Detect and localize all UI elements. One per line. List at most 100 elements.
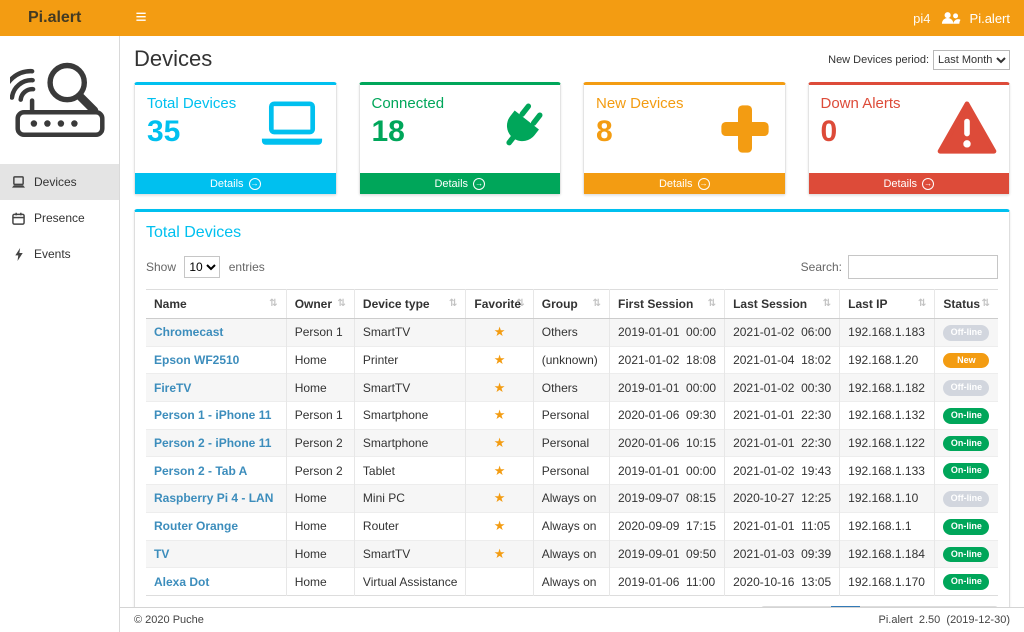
device-owner: Person 2 bbox=[285, 456, 355, 485]
sort-icon: ⇅ bbox=[822, 298, 832, 309]
period-select[interactable]: Last Month bbox=[933, 50, 1010, 70]
panel-title: Total Devices bbox=[146, 224, 242, 241]
device-row: Epson WF2510 Home Printer ★ (unknown) 20… bbox=[146, 345, 998, 374]
device-group: Others bbox=[532, 318, 610, 347]
last-session: 2021-01-02 00:30 bbox=[724, 373, 840, 402]
column-label: Device type bbox=[362, 297, 430, 311]
status-cell: On-line bbox=[934, 456, 998, 485]
device-name-link[interactable]: Router Orange bbox=[146, 511, 287, 540]
column-header-device-type[interactable]: ⇅ Device type bbox=[353, 289, 466, 319]
sort-icon: ⇅ bbox=[337, 298, 346, 309]
column-header-group[interactable]: ⇅ Group bbox=[532, 289, 610, 319]
details-button-total-devices[interactable]: Details → bbox=[135, 173, 336, 194]
sidebar-item-label: Events bbox=[34, 247, 71, 261]
last-ip: 192.168.1.183 bbox=[839, 318, 935, 347]
status-cell: On-line bbox=[934, 511, 998, 540]
sort-icon: ⇅ bbox=[981, 298, 990, 309]
laptop-icon bbox=[11, 175, 26, 189]
period-label: New Devices period: bbox=[828, 54, 929, 66]
search-label: Search: bbox=[800, 260, 842, 274]
arrow-circle-icon: → bbox=[697, 177, 710, 190]
status-cell: On-line bbox=[934, 428, 998, 457]
device-name-link[interactable]: Person 2 - Tab A bbox=[146, 456, 287, 485]
card-value: 0 bbox=[820, 115, 838, 148]
last-ip: 192.168.1.170 bbox=[839, 567, 935, 596]
footer: © 2020 Puche Pi.alert 2.50 (2019-12-30) bbox=[120, 607, 1024, 632]
sort-icon: ⇅ bbox=[449, 298, 458, 309]
last-session: 2021-01-02 06:00 bbox=[724, 318, 840, 347]
last-ip: 192.168.1.1 bbox=[839, 511, 935, 540]
device-owner: Home bbox=[285, 539, 355, 568]
status-badge: On-line bbox=[943, 574, 990, 590]
device-name-link[interactable]: Alexa Dot bbox=[146, 567, 287, 596]
device-name-link[interactable]: Chromecast bbox=[146, 318, 287, 347]
search-input[interactable] bbox=[848, 255, 998, 279]
device-type: SmartTV bbox=[353, 373, 466, 402]
status-cell: On-line bbox=[934, 539, 998, 568]
copyright-text: © 2020 Puche bbox=[134, 614, 204, 626]
sort-icon: ⇅ bbox=[516, 298, 525, 309]
details-label: Details bbox=[209, 177, 244, 190]
device-group: Always on bbox=[532, 484, 610, 513]
first-session: 2019-09-07 08:15 bbox=[608, 484, 725, 513]
device-type: Mini PC bbox=[353, 484, 466, 513]
sidebar-item-events[interactable]: Events bbox=[0, 236, 119, 272]
devices-table: ⇅ Name ⇅ Owner ⇅ Device type ⇅ Favorite ⇅ Gro… bbox=[146, 289, 998, 596]
star-icon: ★ bbox=[493, 518, 506, 534]
brand-logo[interactable]: Pi.alert bbox=[28, 9, 82, 26]
device-type: Smartphone bbox=[353, 401, 466, 430]
column-header-name[interactable]: ⇅ Name bbox=[146, 289, 287, 319]
plug-icon bbox=[490, 101, 548, 164]
last-ip: 192.168.1.122 bbox=[839, 428, 935, 457]
star-icon: ★ bbox=[493, 379, 506, 395]
page-header: Devices New Devices period: Last Month bbox=[134, 44, 1010, 72]
page-length-select[interactable]: 10 bbox=[184, 256, 221, 278]
user-menu[interactable]: Pi.alert bbox=[969, 10, 1010, 26]
top-navbar: Pi.alert ≡ pi4 Pi.alert bbox=[0, 0, 1024, 36]
star-icon: ★ bbox=[493, 490, 506, 506]
details-label: Details bbox=[658, 177, 693, 190]
sidebar-item-devices[interactable]: Devices bbox=[0, 164, 119, 200]
first-session: 2020-09-09 17:15 bbox=[608, 511, 725, 540]
details-button-down-alerts[interactable]: Details → bbox=[808, 173, 1009, 194]
last-session: 2020-10-27 12:25 bbox=[724, 484, 840, 513]
device-name-link[interactable]: FireTV bbox=[146, 373, 287, 402]
pagination-next[interactable]: Next bbox=[949, 605, 998, 607]
details-button-connected[interactable]: Details → bbox=[359, 173, 560, 194]
card-body: Connected 18 bbox=[360, 85, 561, 173]
card-title: Total Devices bbox=[147, 95, 237, 112]
total-devices-panel: Total Devices Show 10 entries Search: bbox=[134, 209, 1010, 607]
sidebar-toggle-button[interactable]: ≡ bbox=[135, 7, 147, 28]
sidebar-item-label: Devices bbox=[34, 175, 77, 189]
last-session: 2021-01-01 22:30 bbox=[724, 401, 840, 430]
device-name-link[interactable]: Person 1 - iPhone 11 bbox=[146, 401, 287, 430]
stat-card-total-devices: Total Devices 35 Details → bbox=[134, 82, 337, 195]
device-row: Alexa Dot Home Virtual Assistance Always… bbox=[146, 567, 998, 596]
users-icon[interactable] bbox=[940, 11, 961, 25]
sidebar-item-presence[interactable]: Presence bbox=[0, 200, 119, 236]
column-header-last-session[interactable]: ⇅ Last Session bbox=[724, 289, 840, 319]
device-group: Personal bbox=[532, 456, 610, 485]
device-name-link[interactable]: Raspberry Pi 4 - LAN bbox=[146, 484, 287, 513]
page-title: Devices bbox=[134, 46, 213, 71]
device-name-link[interactable]: TV bbox=[146, 539, 287, 568]
status-badge: On-line bbox=[943, 518, 990, 535]
device-type: Virtual Assistance bbox=[353, 567, 466, 596]
device-name-link[interactable]: Person 2 - iPhone 11 bbox=[146, 428, 287, 457]
device-owner: Person 1 bbox=[285, 318, 355, 347]
star-icon: ★ bbox=[493, 324, 506, 340]
column-header-favorite[interactable]: ⇅ Favorite bbox=[465, 289, 534, 319]
device-owner: Person 2 bbox=[285, 428, 355, 457]
favorite-cell: ★ bbox=[465, 345, 534, 374]
last-ip: 192.168.1.184 bbox=[839, 539, 935, 568]
column-header-first-session[interactable]: ⇅ First Session bbox=[608, 289, 725, 319]
version-text: Pi.alert 2.50 (2019-12-30) bbox=[878, 614, 1010, 626]
device-owner: Home bbox=[285, 567, 355, 596]
sort-icon: ⇅ bbox=[707, 298, 717, 309]
device-name-link[interactable]: Epson WF2510 bbox=[146, 345, 287, 374]
column-header-last-ip[interactable]: ⇅ Last IP bbox=[839, 289, 935, 319]
column-header-status[interactable]: ⇅ Status bbox=[934, 289, 998, 319]
column-label: First Session bbox=[617, 297, 694, 311]
details-button-new-devices[interactable]: Details → bbox=[584, 173, 785, 194]
column-header-owner[interactable]: ⇅ Owner bbox=[285, 289, 355, 319]
